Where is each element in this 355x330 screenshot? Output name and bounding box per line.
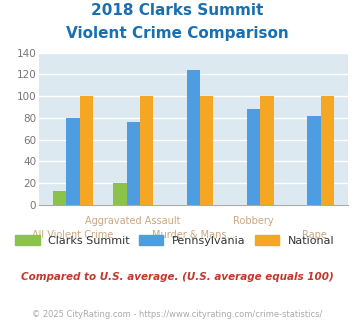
Bar [321,96,334,205]
Bar [307,116,321,205]
Bar [200,96,213,205]
Text: 2018 Clarks Summit: 2018 Clarks Summit [91,3,264,18]
Bar [140,96,153,205]
Text: Robbery: Robbery [234,216,274,226]
Text: Compared to U.S. average. (U.S. average equals 100): Compared to U.S. average. (U.S. average … [21,272,334,282]
Text: Violent Crime Comparison: Violent Crime Comparison [66,26,289,41]
Bar [127,122,140,205]
Bar [187,70,200,205]
Bar [80,96,93,205]
Bar [260,96,274,205]
Text: Murder & Mans...: Murder & Mans... [152,230,235,240]
Legend: Clarks Summit, Pennsylvania, National: Clarks Summit, Pennsylvania, National [11,231,339,251]
Text: Rape: Rape [301,230,326,240]
Text: © 2025 CityRating.com - https://www.cityrating.com/crime-statistics/: © 2025 CityRating.com - https://www.city… [32,310,323,319]
Bar [247,109,260,205]
Bar [66,118,80,205]
Text: All Violent Crime: All Violent Crime [32,230,114,240]
Text: Aggravated Assault: Aggravated Assault [86,216,181,226]
Bar [53,190,66,205]
Bar [113,183,127,205]
